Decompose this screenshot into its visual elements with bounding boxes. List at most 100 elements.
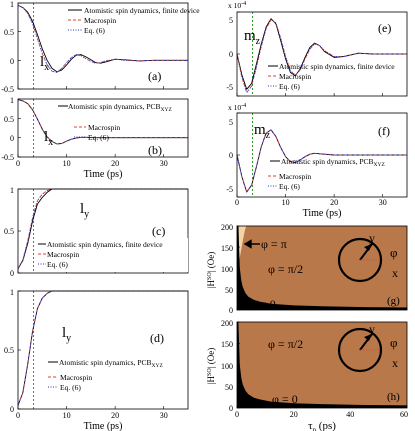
panel-d-series-2-line	[17, 290, 188, 406]
panel-g-inset-x: x	[392, 266, 398, 280]
panel-b-frame	[17, 98, 189, 158]
panel-d-xtick-3: 30	[160, 411, 168, 420]
panel-g-region-zero	[237, 226, 407, 310]
panel-c-ytick-2: 0	[10, 269, 14, 278]
panel-g-region-label-zero: φ = 0	[250, 297, 276, 311]
panel-d-series	[17, 290, 188, 406]
panel-h-xtick-2: 40	[346, 410, 354, 419]
panel-g-inset-y: y	[369, 231, 375, 245]
panel-f-series-2-line	[236, 129, 407, 193]
panel-b-legend-0: Atomistic spin dynamics, PCBXYZ	[68, 102, 172, 113]
panel-h-ytick-4: 0	[229, 404, 233, 413]
panel-a-legend-0: Atomistic spin dynamics, finite device	[84, 6, 200, 15]
panel-b-xtick-3: 30	[160, 159, 168, 168]
panel-f-xtick-3: 30	[379, 198, 387, 207]
panel-f-ytick-2: -5	[226, 185, 233, 194]
panel-f-legend-2: Eq. (6)	[279, 182, 300, 191]
panel-d-xtick-1: 10	[63, 411, 71, 420]
panel-f-var-label: mz	[254, 122, 271, 141]
panel-a-var-label: lx	[40, 54, 49, 73]
panel-d-ticks	[17, 290, 165, 410]
panel-d-xlabel: Time (ps)	[84, 421, 123, 431]
panel-d-xtick-0: 0	[16, 411, 20, 420]
panel-b-ytick-3: -0.5	[1, 153, 14, 162]
panel-d-var-label: ly	[62, 325, 71, 344]
panel-c: 1 0.5 0 Atomistic spin dynamics, finite …	[4, 186, 189, 278]
panel-a-ytick-2: 0	[10, 57, 14, 66]
panel-a-ticks	[17, 2, 165, 90]
panel-f-xtick-2: 20	[330, 198, 338, 207]
panel-h-ylabel: |HSO| (Oe)	[206, 348, 216, 385]
panel-a-legend-2: Eq. (6)	[84, 26, 105, 35]
panel-g-arrow-icon	[243, 239, 260, 249]
panel-g-ticks	[236, 225, 408, 311]
panel-f-legend: Atomistic spin dynamics, PCBXYZ Macrospi…	[268, 157, 385, 191]
panel-a-ytick-3: -0.5	[1, 85, 14, 94]
panel-e-ytick-2: -5	[226, 83, 233, 92]
panel-c-ytick-1: 0.5	[4, 227, 14, 236]
panel-h-label: (h)	[387, 391, 400, 403]
panel-b-legend-1: Macrospin	[88, 123, 120, 132]
panel-g: 200 150 100 50 0 |HSO| (Oe) φ = π φ = π/…	[206, 223, 408, 315]
panel-a-ytick-0: 1	[10, 0, 14, 9]
panel-a-legend-1: Macrospin	[84, 16, 116, 25]
panel-g-ytick-4: 0	[229, 306, 233, 315]
panel-d-series-0-line	[17, 290, 188, 406]
panel-f-series	[236, 129, 407, 193]
panel-g-ytick-0: 200	[221, 223, 233, 232]
panel-f-ticks	[236, 112, 384, 198]
panel-f-exponent: x 10-4	[228, 103, 246, 112]
panel-d-ytick-0: 1	[10, 288, 14, 297]
panel-a-ytick-1: 0.5	[4, 28, 14, 37]
panel-g-ytick-2: 100	[221, 265, 233, 274]
panel-d-series-1-line	[17, 290, 188, 406]
panel-e-ytick-1: 0	[229, 50, 233, 59]
panel-h-ytick-3: 50	[225, 383, 233, 392]
panel-g-region-label-pi-half: φ = π/2	[268, 262, 303, 276]
panel-f-ytick-0: 5	[229, 118, 233, 127]
panel-f: x 10-4 5 0 -5 0 10 20 30 Time (ps) Atomi…	[226, 103, 408, 219]
panel-d-ytick-2: 0	[10, 405, 14, 414]
panel-e-legend-0: Atomistic spin dynamics, finite device	[279, 62, 395, 71]
panel-d-frame	[17, 290, 189, 410]
panel-h-ytick-1: 150	[221, 340, 233, 349]
panel-f-legend-1: Macrospin	[279, 172, 311, 181]
panel-d-legend-1: Macrospin	[60, 373, 92, 382]
panel-e-ytick-0: 5	[229, 16, 233, 25]
panel-h-region-pi-half	[237, 322, 407, 408]
panel-h-inset-x: x	[392, 356, 398, 370]
panel-a-frame	[17, 2, 189, 90]
panel-d-legend-0: Atomistic spin dynamics, PCBXYZ	[59, 358, 163, 369]
panel-h-xtick-3: 60	[400, 410, 408, 419]
panel-d-legend: Atomistic spin dynamics, PCBXYZ Macrospi…	[48, 358, 163, 392]
panel-f-xtick-0: 0	[235, 198, 239, 207]
panel-c-legend: Atomistic spin dynamics, finite device M…	[38, 240, 163, 269]
panel-g-ylabel: |HSO| (Oe)	[206, 252, 216, 289]
panel-b-series	[17, 99, 188, 145]
panel-f-xlabel: Time (ps)	[303, 208, 342, 219]
panel-b-legend: Atomistic spin dynamics, PCBXYZ Macrospi…	[58, 102, 172, 142]
panel-c-legend-1: Macrospin	[47, 250, 79, 259]
panel-e-label: (e)	[378, 21, 391, 35]
panel-e-legend-2: Eq. (6)	[279, 82, 300, 91]
panel-f-ytick-1: 0	[229, 151, 233, 160]
panel-a-legend: Atomistic spin dynamics, finite device M…	[68, 6, 200, 35]
panel-e-var-label: mz	[244, 28, 261, 47]
panel-d-legend-2: Eq. (6)	[60, 383, 81, 392]
panel-c-ytick-0: 1	[10, 186, 14, 195]
panel-c-var-label: ly	[80, 201, 89, 220]
panel-d-xtick-2: 20	[111, 411, 119, 420]
panel-c-label: (c)	[152, 224, 165, 238]
panel-e-exponent: x 10-4	[228, 1, 246, 10]
panel-g-region-pi	[238, 226, 247, 261]
panel-b-var-label: lx	[44, 129, 53, 148]
panel-g-ytick-1: 150	[221, 244, 233, 253]
panel-e-ticks	[236, 11, 384, 97]
panel-h-inset-icon: y φ x	[337, 322, 398, 373]
panel-h: 200 150 100 50 0 0 20 40 60 τp (ps) |HSO…	[206, 319, 408, 431]
panel-e-series	[236, 18, 407, 94]
panel-b-ytick-1: 0.5	[4, 115, 14, 124]
panel-f-label: (f)	[378, 124, 390, 138]
panel-g-region-label-pi: φ = π	[261, 237, 287, 251]
